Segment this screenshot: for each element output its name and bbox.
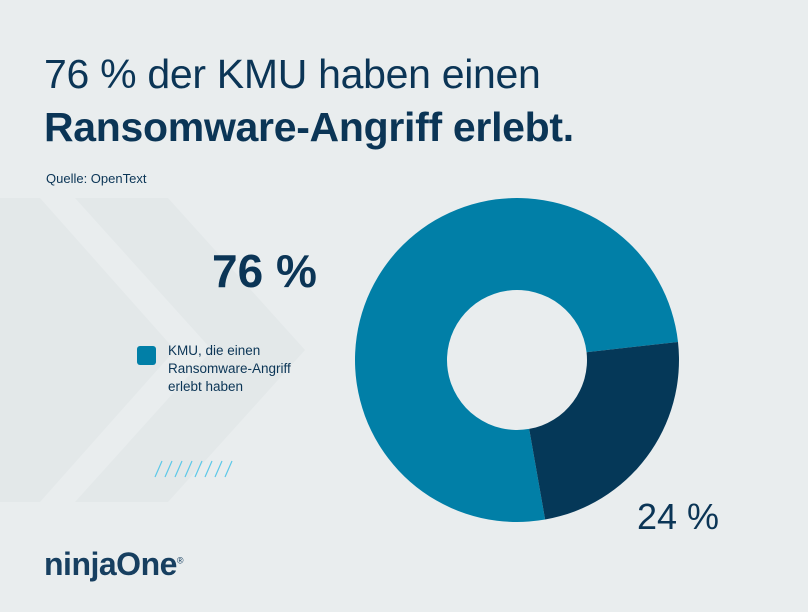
- legend-label: KMU, die einen Ransomware-Angriff erlebt…: [168, 343, 291, 394]
- hatch-decoration: [154, 460, 233, 478]
- ninjaone-logo: ninjaOne®: [44, 546, 184, 583]
- logo-text: ninjaOne: [44, 546, 177, 582]
- data-label-24: 24 %: [637, 496, 720, 537]
- registered-mark: ®: [176, 555, 184, 566]
- title-line-2: Ransomware-Angriff erlebt.: [44, 104, 574, 150]
- title-line-1: 76 % der KMU haben einen: [44, 51, 541, 97]
- donut-slice-76: [355, 198, 678, 523]
- data-label-76: 76 %: [212, 245, 317, 297]
- legend: KMU, die einen Ransomware-Angriff erlebt…: [137, 342, 318, 396]
- page-title: 76 % der KMU haben einen Ransomware-Angr…: [44, 48, 574, 154]
- legend-swatch: [137, 346, 156, 365]
- donut-slice-24: [529, 341, 679, 520]
- source-note: Quelle: OpenText: [46, 171, 147, 186]
